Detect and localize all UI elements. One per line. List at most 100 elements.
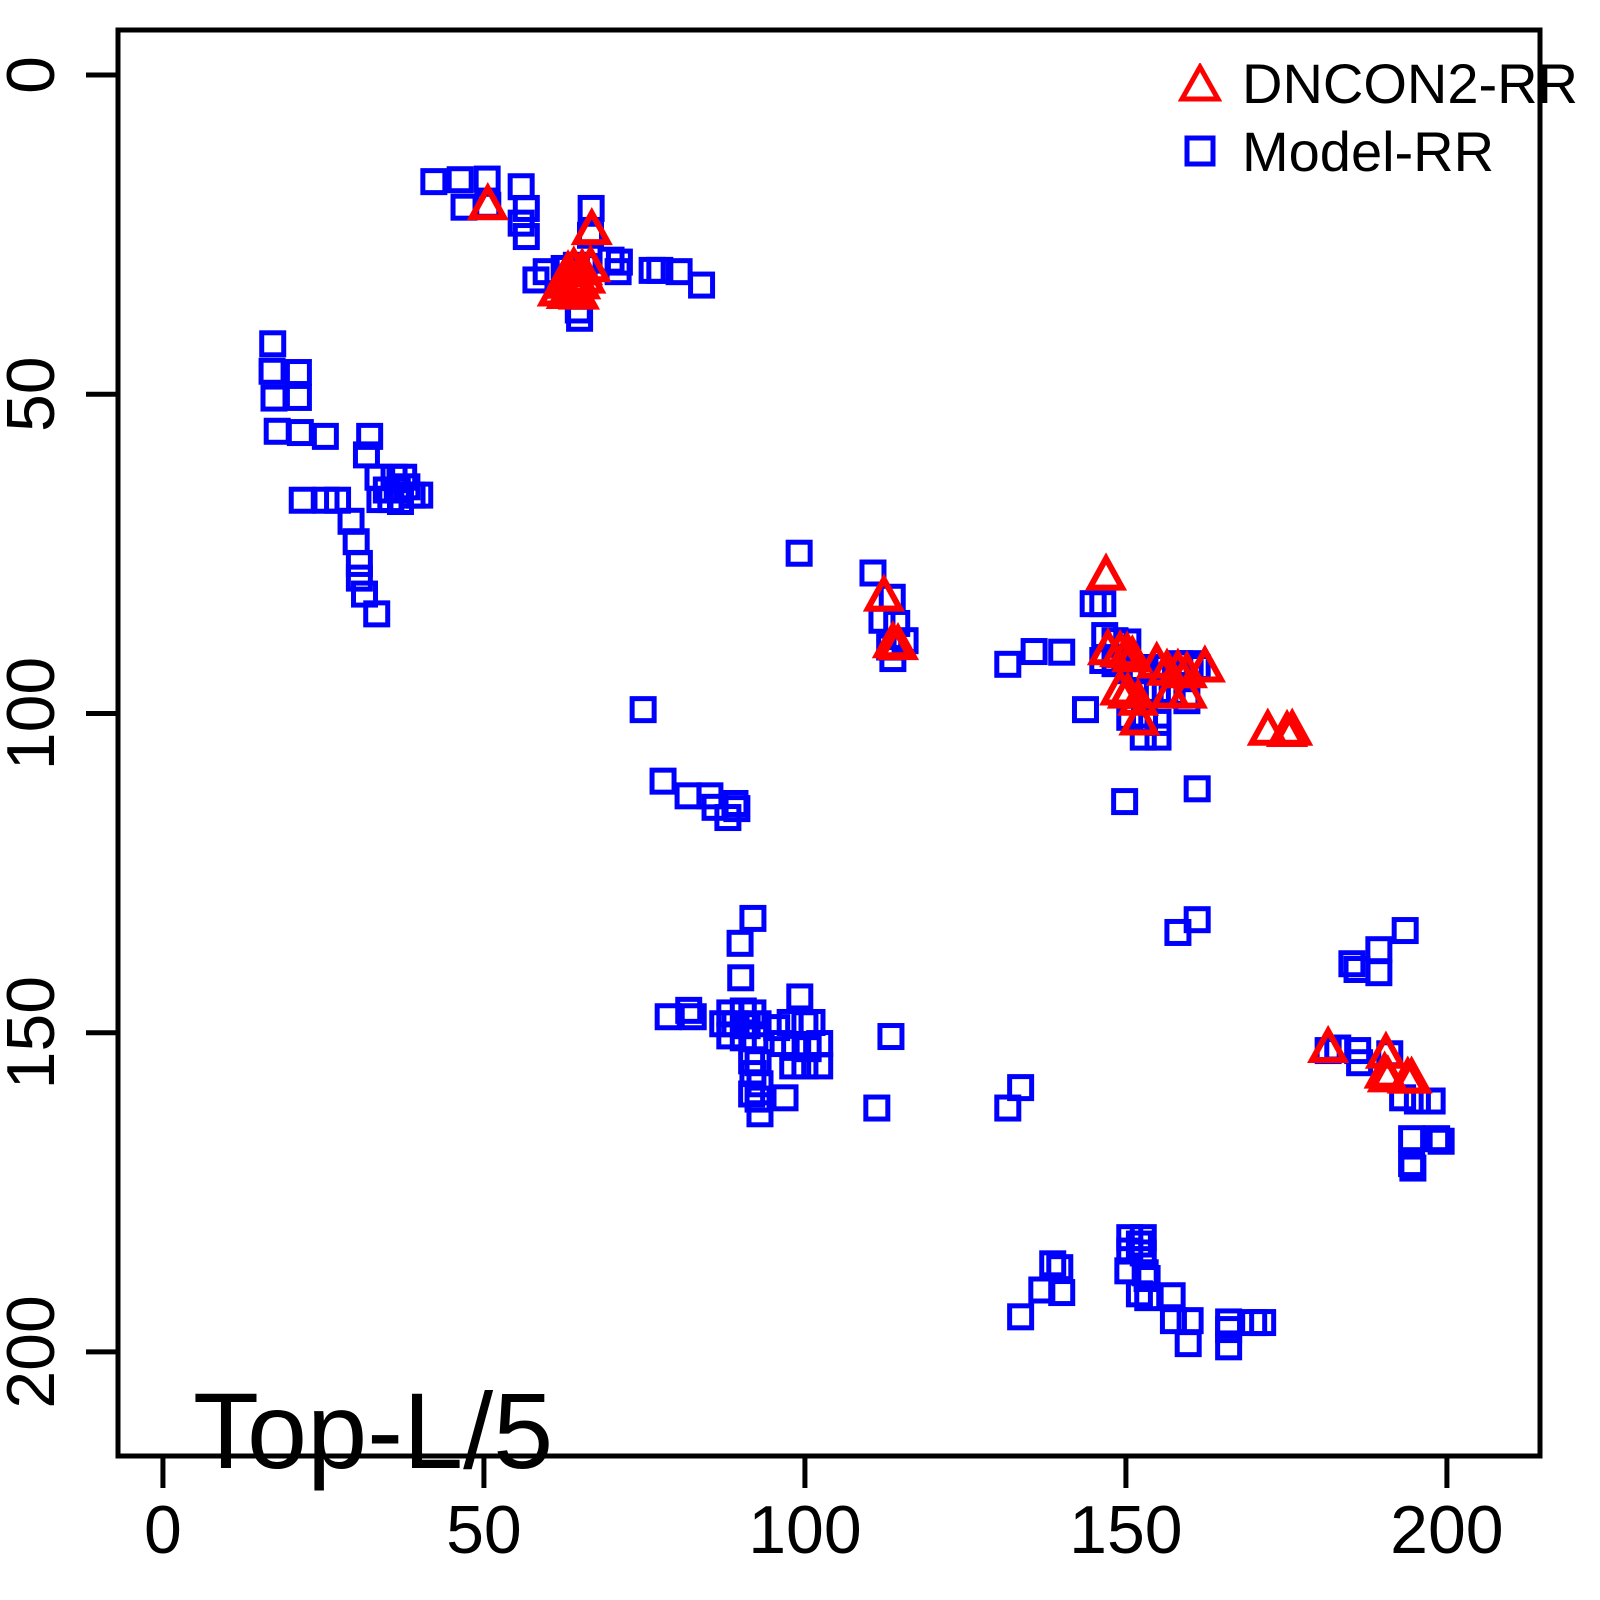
data-point-square — [1159, 1307, 1187, 1335]
data-point-triangle — [1390, 1055, 1433, 1094]
data-point-square — [1089, 590, 1117, 618]
data-point-square — [727, 964, 755, 992]
data-point-triangle — [1165, 670, 1208, 709]
data-point-square — [1183, 775, 1211, 803]
data-point-square — [1398, 1125, 1426, 1153]
data-point-square — [859, 559, 887, 587]
x-tick-label: 150 — [1069, 1492, 1182, 1568]
y-tick-label: 100 — [0, 657, 69, 770]
data-point-triangle — [1099, 667, 1142, 706]
data-point-square — [1338, 950, 1366, 978]
data-point-square — [286, 419, 314, 447]
data-point-square — [726, 929, 754, 957]
data-point-square — [1129, 723, 1157, 751]
data-point-triangle — [466, 182, 509, 221]
data-point-square — [258, 357, 286, 385]
plot-border — [115, 27, 1543, 1459]
data-point-square — [638, 256, 666, 284]
data-point-triangle — [1084, 552, 1128, 591]
data-point-square — [260, 384, 288, 412]
data-point-square — [284, 383, 312, 411]
data-point-square — [288, 486, 316, 514]
data-point-square — [386, 488, 414, 516]
data-point-square — [1183, 906, 1211, 934]
data-point-square — [646, 256, 674, 284]
data-point-square — [1144, 723, 1172, 751]
y-tick-label: 150 — [0, 976, 69, 1089]
data-point-square — [1418, 1087, 1446, 1115]
data-point-square — [1174, 1330, 1202, 1358]
data-point-square — [1215, 1308, 1243, 1336]
data-point-triangle — [1246, 707, 1289, 746]
data-point-triangle — [1117, 677, 1160, 716]
data-point-square — [1427, 1127, 1455, 1155]
legend-label-model-rr: Model-RR — [1242, 119, 1495, 183]
data-point-triangle — [1366, 1054, 1409, 1093]
data-point-square — [259, 330, 287, 358]
x-tick-label: 0 — [144, 1492, 182, 1568]
data-point-square — [1365, 959, 1393, 987]
data-point-triangle — [1118, 697, 1161, 736]
y-tick-label: 0 — [0, 56, 69, 94]
data-point-square — [284, 359, 312, 387]
plot-title: Top-L/5 — [193, 1370, 554, 1491]
data-point-square — [1249, 1309, 1277, 1337]
legend-item-model-rr: Model-RR — [1178, 119, 1578, 183]
data-point-square — [604, 258, 632, 286]
data-point-square — [1125, 1280, 1153, 1308]
data-point-square — [786, 983, 814, 1011]
data-point-square — [446, 166, 474, 194]
data-point-square — [629, 696, 657, 724]
data-point-square — [1399, 1154, 1427, 1182]
data-point-square — [739, 904, 767, 932]
data-point-square — [744, 1085, 772, 1113]
legend: DNCON2-RR Model-RR — [1178, 51, 1578, 183]
data-point-square — [1048, 1279, 1076, 1307]
data-point-square — [994, 650, 1022, 678]
data-point-square — [1215, 1316, 1243, 1344]
data-point-square — [311, 422, 339, 450]
data-point-square — [877, 1023, 905, 1051]
data-point-triangle — [1111, 634, 1154, 673]
legend-item-dncon2-rr: DNCON2-RR — [1178, 51, 1578, 115]
triangle-icon — [1178, 63, 1222, 102]
data-point-square — [263, 417, 291, 445]
data-point-square — [688, 271, 716, 299]
data-point-triangle — [1183, 644, 1226, 683]
data-point-square — [356, 422, 384, 450]
data-point-square — [679, 1003, 707, 1031]
data-point-square — [1020, 638, 1048, 666]
data-point-square — [420, 168, 448, 196]
data-point-square — [1039, 1250, 1067, 1278]
data-point-square — [1007, 1303, 1035, 1331]
data-point-square — [863, 1094, 891, 1122]
data-point-square — [406, 481, 434, 509]
data-point-square — [1423, 1125, 1451, 1153]
square-icon — [1184, 135, 1216, 167]
data-point-square — [675, 996, 703, 1024]
data-point-square — [649, 767, 677, 795]
x-tick-label: 200 — [1390, 1492, 1503, 1568]
data-point-square — [512, 223, 540, 251]
data-point-square — [674, 782, 702, 810]
data-point-square — [1111, 788, 1139, 816]
y-tick-label: 50 — [0, 356, 69, 432]
data-point-triangle — [569, 243, 612, 283]
x-tick-label: 100 — [748, 1492, 861, 1568]
data-point-square — [994, 1094, 1022, 1122]
data-point-square — [507, 173, 535, 201]
x-tick-label: 50 — [446, 1492, 522, 1568]
legend-label-dncon2-rr: DNCON2-RR — [1242, 51, 1578, 115]
data-point-square — [1071, 696, 1099, 724]
data-point-triangle — [1307, 1024, 1350, 1064]
data-point-square — [791, 1052, 819, 1080]
data-point-square — [1133, 1265, 1161, 1293]
data-point-square — [512, 194, 540, 222]
y-tick-label: 200 — [0, 1295, 69, 1408]
data-point-square — [806, 1052, 834, 1080]
data-point-square — [345, 549, 373, 577]
data-point-triangle — [1271, 707, 1314, 746]
data-point-square — [1158, 1282, 1186, 1310]
data-point-square — [744, 1010, 772, 1038]
